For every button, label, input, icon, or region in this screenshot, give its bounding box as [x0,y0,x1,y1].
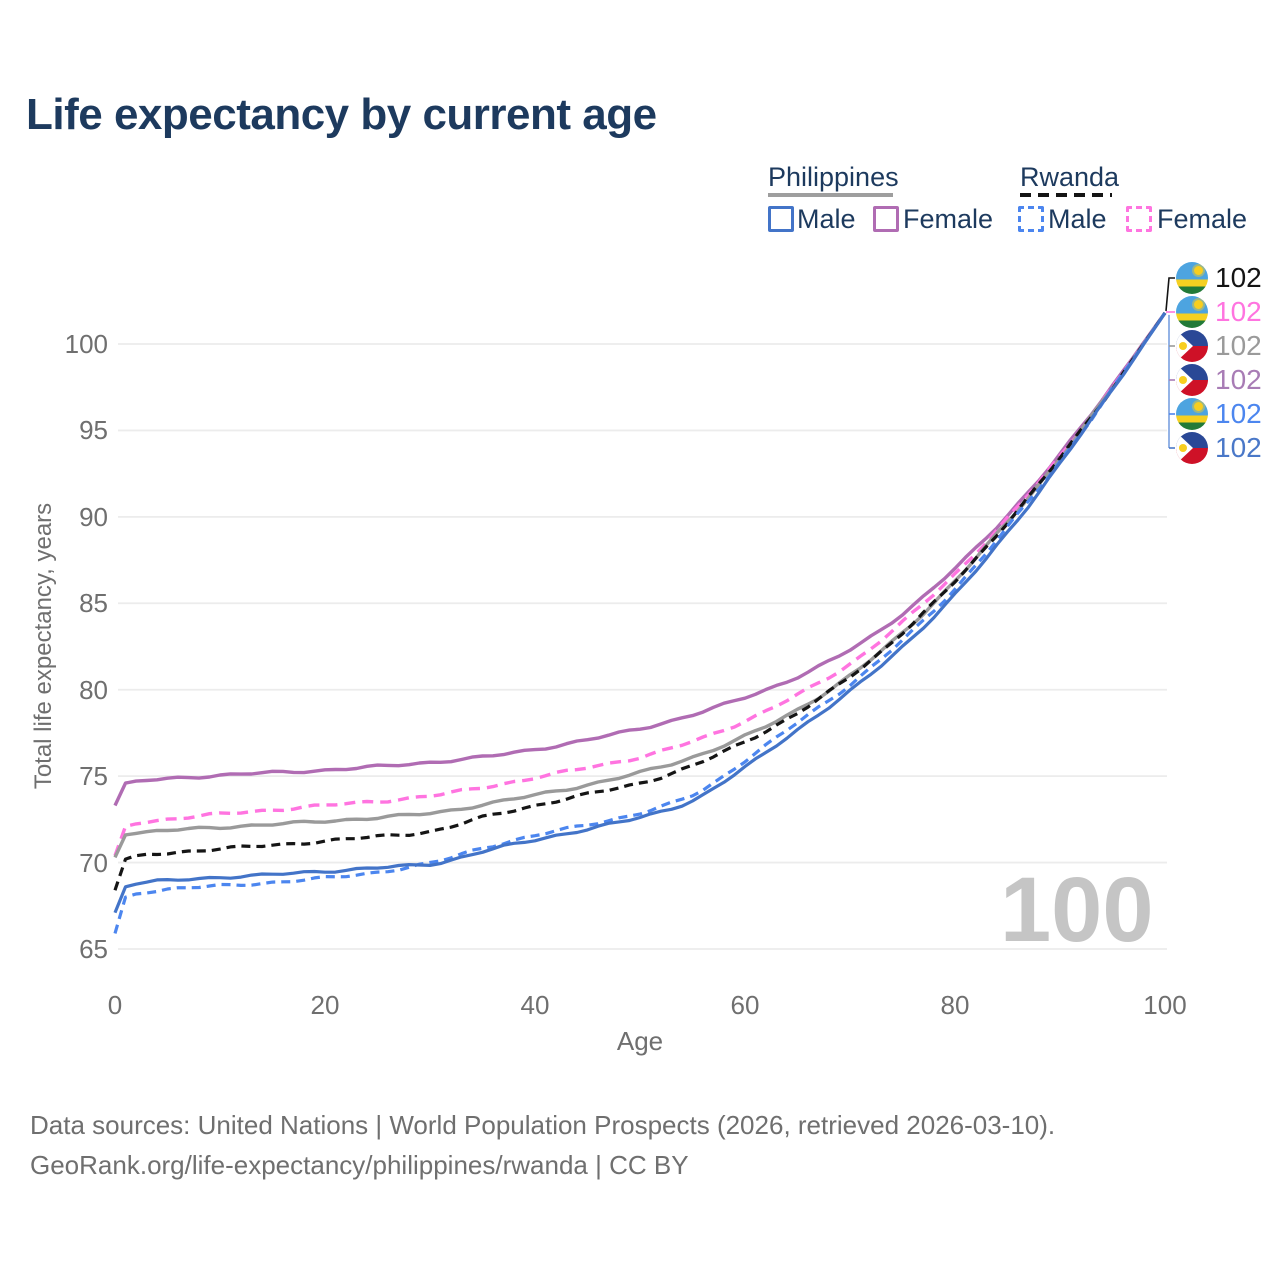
legend-swatch-rwanda-male[interactable] [1018,206,1044,232]
philippines-flag-icon [1176,330,1208,362]
series-line-philippines-total[interactable] [113,311,1167,859]
series-line-rwanda-female[interactable] [113,311,1167,857]
end-label-rwanda-male: 102 [1176,397,1262,431]
philippines-line-style-sample [768,193,893,197]
rwanda-flag-icon [1176,398,1208,430]
x-tick-label: 40 [520,990,550,1020]
philippines-flag-icon [1176,432,1208,464]
series-line-rwanda-male[interactable] [113,311,1167,934]
end-label-philippines-total: 102 [1176,329,1262,363]
rwanda-flag-icon [1176,296,1208,328]
legend-swatch-rwanda-female[interactable] [1126,206,1152,232]
y-tick-label: 85 [79,588,108,619]
end-value: 102 [1215,432,1262,463]
x-axis-title: Age [616,1026,664,1056]
data-sources-line: Data sources: United Nations | World Pop… [30,1110,1056,1140]
y-tick-label: 75 [79,761,108,792]
y-tick-label: 90 [79,501,108,532]
age-cursor-watermark: 100 [1000,859,1154,961]
end-value: 102 [1215,398,1262,429]
end-value: 102 [1215,296,1262,327]
x-tick-label: 80 [940,990,970,1020]
rwanda-flag-icon [1176,262,1208,294]
end-label-rwanda-total: 102 [1176,261,1262,295]
end-label-philippines-male: 102 [1176,431,1262,465]
rwanda-line-style-sample [1020,193,1112,197]
y-tick-label: 70 [79,847,108,878]
legend-label-rwanda-male[interactable]: Male [1048,204,1107,234]
x-tick-label: 100 [1143,990,1187,1020]
series-line-rwanda-total[interactable] [113,311,1167,891]
end-label-philippines-female: 102 [1176,363,1262,397]
end-value: 102 [1215,330,1262,361]
y-tick-label: 100 [64,329,108,359]
legend-label-philippines-female[interactable]: Female [903,204,994,234]
legend-swatch-philippines-female[interactable] [873,206,899,232]
end-value: 102 [1215,262,1262,293]
series-line-philippines-female[interactable] [113,311,1167,807]
y-tick-label: 80 [79,674,108,705]
legend-label-rwanda-female[interactable]: Female [1157,204,1248,234]
leader-line-rwanda-total [1165,277,1175,311]
end-value: 102 [1215,364,1262,395]
legend-label-philippines-male[interactable]: Male [797,204,856,234]
end-label-rwanda-female: 102 [1176,295,1262,329]
page-title: Life expectancy by current age [26,90,657,139]
legend-swatch-philippines-male[interactable] [768,206,794,232]
x-tick-label: 0 [107,990,123,1020]
y-tick-label: 95 [79,415,108,446]
legend-group-philippines[interactable]: Philippines [768,162,899,192]
attribution-line: GeoRank.org/life-expectancy/philippines/… [30,1150,689,1180]
x-tick-label: 60 [730,990,760,1020]
philippines-flag-icon [1176,364,1208,396]
y-tick-label: 65 [79,934,108,964]
legend-group-rwanda[interactable]: Rwanda [1020,162,1120,192]
x-tick-label: 20 [310,990,340,1020]
series-line-philippines-male[interactable] [113,311,1167,914]
